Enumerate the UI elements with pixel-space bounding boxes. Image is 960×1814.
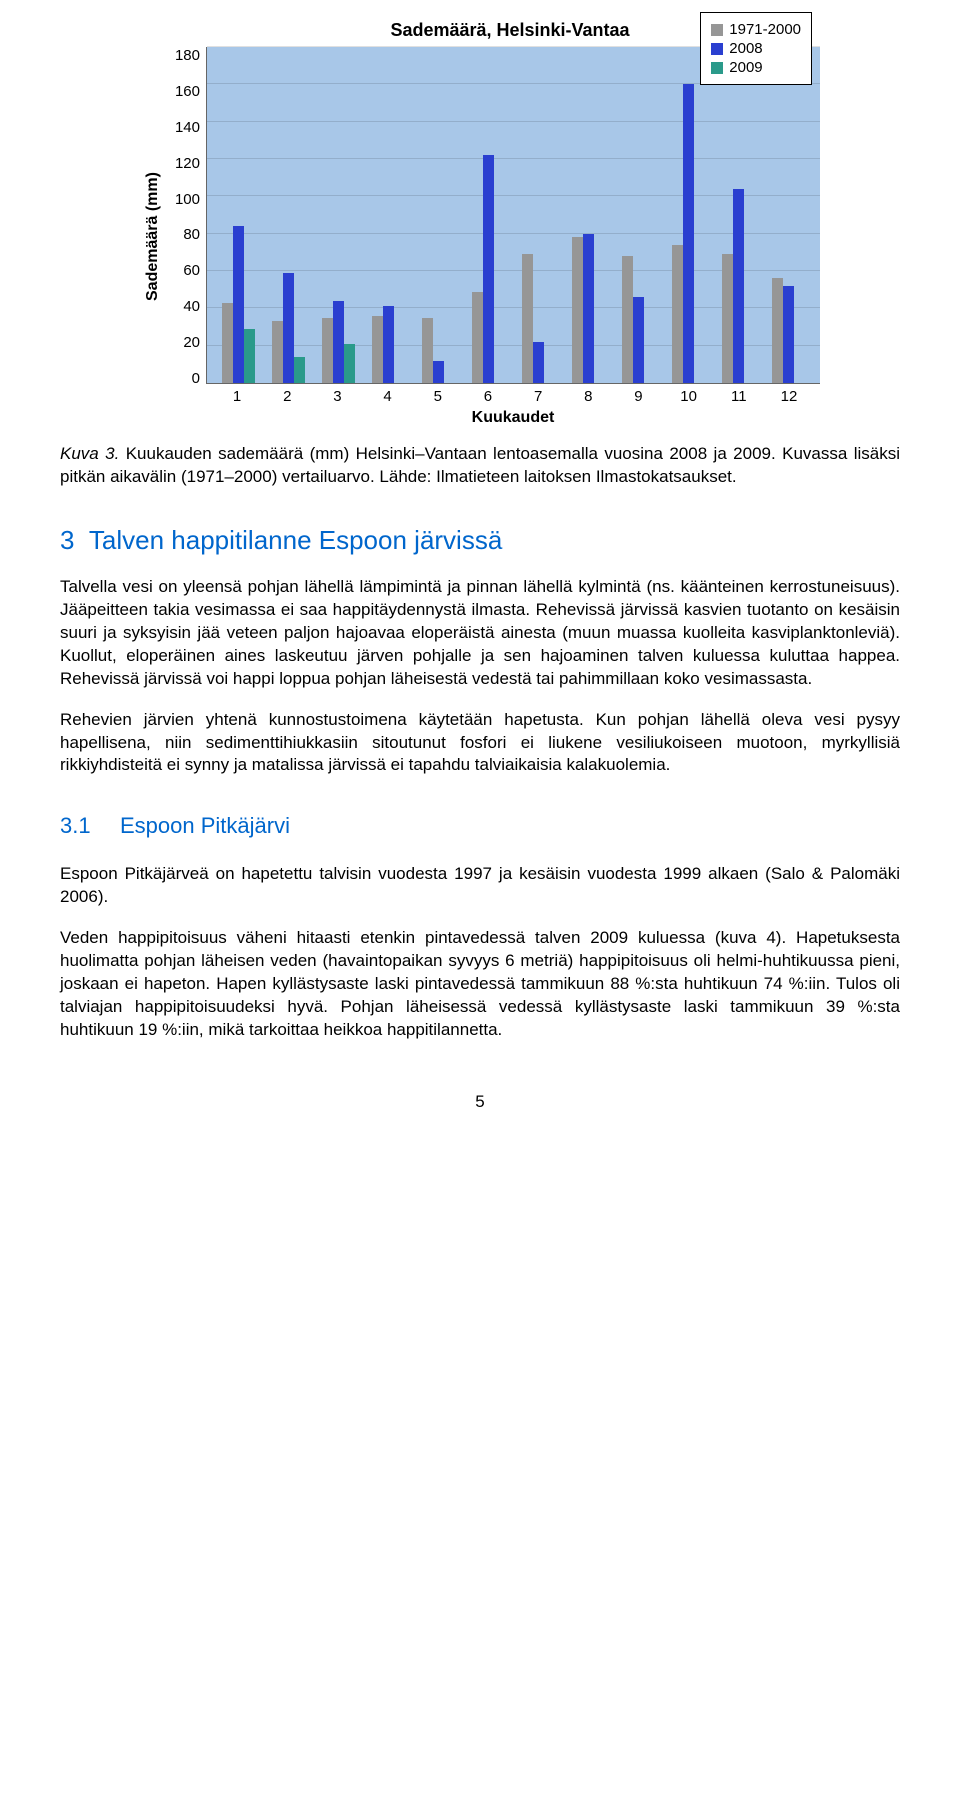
bar bbox=[583, 234, 594, 383]
y-tick: 80 bbox=[166, 226, 200, 243]
bar bbox=[222, 303, 233, 383]
bar bbox=[572, 237, 583, 383]
bar bbox=[522, 254, 533, 383]
y-tick: 100 bbox=[166, 191, 200, 208]
month-group bbox=[413, 47, 463, 383]
legend-swatch bbox=[711, 43, 723, 55]
x-tick: 5 bbox=[413, 388, 463, 405]
legend-item: 2008 bbox=[711, 40, 801, 57]
bar bbox=[383, 306, 394, 383]
rainfall-chart: Sademäärä, Helsinki-Vantaa 1971-2000 200… bbox=[140, 20, 820, 427]
bar bbox=[272, 321, 283, 383]
bar bbox=[533, 342, 544, 383]
bar bbox=[294, 357, 305, 383]
month-group bbox=[513, 47, 563, 383]
section-title: Talven happitilanne Espoon järvissä bbox=[89, 525, 502, 555]
legend-swatch bbox=[711, 24, 723, 36]
bar bbox=[344, 344, 355, 383]
chart-legend: 1971-2000 2008 2009 bbox=[700, 12, 812, 85]
legend-label: 2008 bbox=[729, 40, 762, 57]
chart-frame: Sademäärä (mm) 180160140120100806040200 … bbox=[140, 47, 820, 427]
x-tick: 11 bbox=[714, 388, 764, 405]
bar bbox=[633, 297, 644, 383]
y-tick: 60 bbox=[166, 262, 200, 279]
bar bbox=[322, 318, 333, 383]
page-number: 5 bbox=[60, 1092, 900, 1112]
month-group bbox=[564, 47, 614, 383]
bar bbox=[772, 278, 783, 383]
bar bbox=[433, 361, 444, 383]
bar bbox=[783, 286, 794, 383]
bar bbox=[733, 189, 744, 383]
month-group bbox=[664, 47, 714, 383]
month-group bbox=[313, 47, 363, 383]
paragraph: Talvella vesi on yleensä pohjan lähellä … bbox=[60, 576, 900, 691]
x-tick: 3 bbox=[312, 388, 362, 405]
month-group bbox=[363, 47, 413, 383]
bar bbox=[672, 245, 683, 383]
y-tick: 120 bbox=[166, 155, 200, 172]
legend-item: 1971-2000 bbox=[711, 21, 801, 38]
month-group bbox=[614, 47, 664, 383]
legend-label: 2009 bbox=[729, 59, 762, 76]
x-tick: 10 bbox=[664, 388, 714, 405]
x-tick: 7 bbox=[513, 388, 563, 405]
legend-label: 1971-2000 bbox=[729, 21, 801, 38]
month-group bbox=[764, 47, 814, 383]
x-tick: 1 bbox=[212, 388, 262, 405]
x-tick: 9 bbox=[613, 388, 663, 405]
y-axis-label: Sademäärä (mm) bbox=[140, 47, 166, 427]
section-heading: 3 Talven happitilanne Espoon järvissä bbox=[60, 525, 900, 556]
y-tick: 20 bbox=[166, 334, 200, 351]
x-tick: 6 bbox=[463, 388, 513, 405]
bar bbox=[722, 254, 733, 383]
bar bbox=[233, 226, 244, 383]
caption-lead: Kuva 3. bbox=[60, 444, 119, 463]
month-group bbox=[263, 47, 313, 383]
month-group bbox=[463, 47, 513, 383]
bar bbox=[372, 316, 383, 383]
bar bbox=[422, 318, 433, 383]
x-tick: 4 bbox=[363, 388, 413, 405]
x-tick: 12 bbox=[764, 388, 814, 405]
y-tick: 180 bbox=[166, 47, 200, 64]
y-tick: 140 bbox=[166, 119, 200, 136]
bar bbox=[283, 273, 294, 383]
x-axis: 123456789101112 bbox=[206, 384, 820, 405]
x-tick: 2 bbox=[262, 388, 312, 405]
month-group bbox=[213, 47, 263, 383]
paragraph: Veden happipitoisuus väheni hitaasti ete… bbox=[60, 927, 900, 1042]
subsection-heading: 3.1Espoon Pitkäjärvi bbox=[60, 813, 900, 839]
subsection-title: Espoon Pitkäjärvi bbox=[120, 813, 290, 838]
section-number: 3 bbox=[60, 525, 74, 555]
bars-container bbox=[207, 47, 820, 383]
month-group bbox=[714, 47, 764, 383]
bar bbox=[333, 301, 344, 383]
y-tick: 160 bbox=[166, 83, 200, 100]
y-tick: 40 bbox=[166, 298, 200, 315]
subsection-number: 3.1 bbox=[60, 813, 120, 839]
x-tick: 8 bbox=[563, 388, 613, 405]
bar bbox=[472, 292, 483, 383]
y-tick: 0 bbox=[166, 370, 200, 387]
figure-caption: Kuva 3. Kuukauden sademäärä (mm) Helsink… bbox=[60, 443, 900, 489]
legend-swatch bbox=[711, 62, 723, 74]
plot-area bbox=[206, 47, 820, 384]
legend-item: 2009 bbox=[711, 59, 801, 76]
bar bbox=[683, 84, 694, 383]
bar bbox=[483, 155, 494, 383]
bar bbox=[622, 256, 633, 383]
paragraph: Rehevien järvien yhtenä kunnostustoimena… bbox=[60, 709, 900, 778]
bar bbox=[244, 329, 255, 383]
x-axis-label: Kuukaudet bbox=[206, 409, 820, 427]
paragraph: Espoon Pitkäjärveä on hapetettu talvisin… bbox=[60, 863, 900, 909]
y-axis: 180 160 140 120 100 80 60 40 20 0 bbox=[166, 47, 206, 387]
caption-text: Kuukauden sademäärä (mm) Helsinki–Vantaa… bbox=[60, 444, 900, 486]
